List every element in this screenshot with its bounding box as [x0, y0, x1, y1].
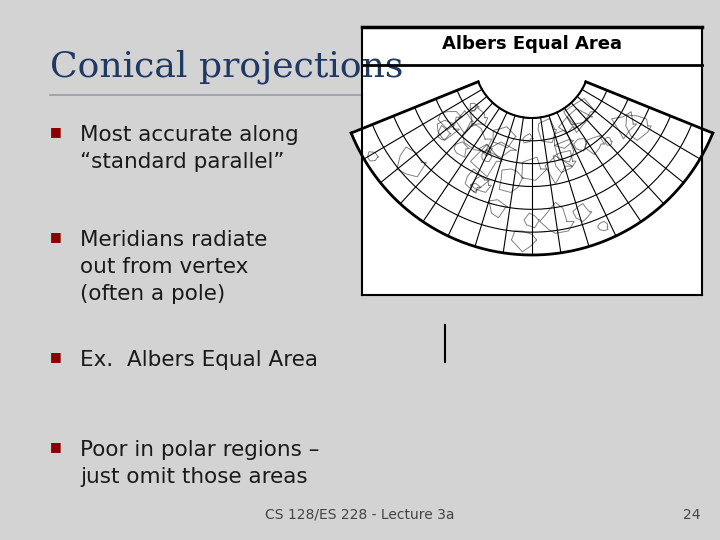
Polygon shape [351, 82, 713, 255]
Text: Conical projections: Conical projections [50, 50, 403, 84]
Text: ■: ■ [50, 230, 62, 243]
Text: ■: ■ [50, 440, 62, 453]
Text: Poor in polar regions –
just omit those areas: Poor in polar regions – just omit those … [80, 440, 320, 487]
Text: Albers Equal Area: Albers Equal Area [442, 35, 622, 53]
Text: Ex.  Albers Equal Area: Ex. Albers Equal Area [80, 350, 318, 370]
Text: 24: 24 [683, 508, 700, 522]
Bar [362, 27, 702, 295]
Text: ■: ■ [50, 350, 62, 363]
Text: Meridians radiate
out from vertex
(often a pole): Meridians radiate out from vertex (often… [80, 230, 267, 305]
Text: Most accurate along
“standard parallel”: Most accurate along “standard parallel” [80, 125, 299, 172]
Text: CS 128/ES 228 - Lecture 3a: CS 128/ES 228 - Lecture 3a [265, 508, 455, 522]
Text: ■: ■ [50, 125, 62, 138]
